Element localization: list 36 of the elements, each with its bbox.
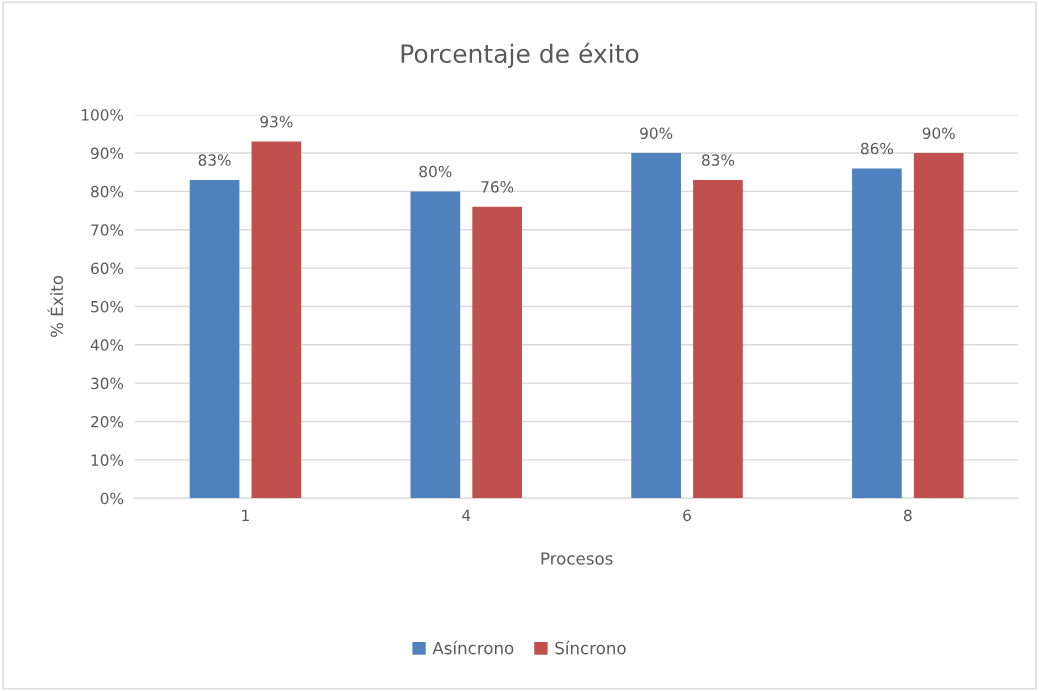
- data-label: 86%: [860, 142, 894, 155]
- y-axis-title: % Éxito: [47, 275, 64, 337]
- bar: [693, 179, 743, 499]
- legend-label: Asíncrono: [432, 640, 514, 655]
- y-tick-label: 80%: [91, 185, 124, 198]
- bar: [472, 206, 522, 499]
- y-tick-label: 20%: [91, 415, 124, 428]
- bar: [852, 168, 902, 499]
- x-tick-label: 1: [242, 509, 249, 521]
- data-label: 80%: [419, 165, 452, 178]
- y-tick-label: 70%: [91, 224, 124, 236]
- data-label: 90%: [640, 127, 673, 139]
- y-tick-label: 90%: [90, 147, 124, 160]
- y-tick-label: 100%: [81, 109, 124, 121]
- y-tick-label: 50%: [91, 300, 124, 313]
- bar: [251, 141, 302, 499]
- x-tick-label: 6: [683, 509, 691, 522]
- y-tick-label: 0%: [100, 492, 124, 505]
- bar: [410, 191, 461, 499]
- data-label: 93%: [260, 115, 293, 128]
- y-tick-label: 60%: [91, 262, 124, 275]
- y-tick-label: 30%: [91, 377, 124, 390]
- chart-title: Porcentaje de éxito: [401, 42, 639, 68]
- x-axis-title: Procesos: [541, 552, 613, 565]
- y-tick-label: 10%: [91, 454, 124, 466]
- data-label: 83%: [198, 154, 231, 166]
- bar: [913, 153, 964, 499]
- x-tick-label: 8: [904, 509, 912, 522]
- data-label: 90%: [922, 127, 955, 139]
- legend-label: Síncrono: [555, 640, 626, 655]
- data-label: 83%: [702, 154, 735, 166]
- bar: [189, 179, 240, 499]
- data-label: 76%: [481, 181, 514, 193]
- bar: [631, 153, 681, 499]
- y-tick-label: 40%: [90, 339, 124, 351]
- x-tick-label: 4: [462, 509, 471, 521]
